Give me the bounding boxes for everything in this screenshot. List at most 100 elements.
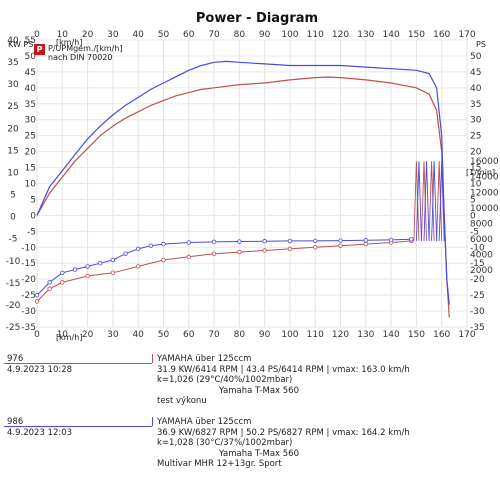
x-tick-label-bottom: 80 bbox=[234, 330, 246, 340]
run-values: 31.9 KW/6414 RPM | 43.4 PS/6414 RPM | vm… bbox=[157, 364, 410, 375]
kw-tick-label: -25 bbox=[6, 323, 21, 333]
series-rpm-spike-986 bbox=[423, 161, 430, 241]
x-tick-label-bottom: 110 bbox=[307, 330, 324, 340]
ps-tick-label-left: 35 bbox=[25, 100, 36, 110]
run-color-drop bbox=[152, 417, 153, 426]
run-date: 4.9.2023 12:03 bbox=[7, 427, 73, 438]
x-tick-label-bottom: 170 bbox=[458, 330, 475, 340]
rpm-tick-label: 4000 bbox=[470, 250, 493, 260]
series-rpm-point-986 bbox=[287, 238, 293, 244]
x-tick-label-top: 90 bbox=[259, 30, 271, 40]
ps-tick-label-left: 10 bbox=[25, 180, 37, 190]
x-tick-label-bottom: 0 bbox=[34, 330, 40, 340]
series-rpm-point-976 bbox=[287, 246, 293, 252]
series-rpm-point-986 bbox=[313, 238, 318, 244]
rpm-tick-label: 8000 bbox=[470, 219, 493, 229]
ps-tick-label-right: -5 bbox=[470, 227, 479, 237]
x-tick-label-top: 170 bbox=[458, 30, 475, 40]
x-tick-label-bottom: 140 bbox=[383, 330, 400, 340]
series-rpm-point-986 bbox=[110, 257, 116, 263]
series-rpm-spike-976 bbox=[428, 161, 435, 241]
x-tick-label-bottom: 30 bbox=[107, 330, 119, 340]
series-rpm-line-976 bbox=[36, 240, 412, 302]
x-tick-label-top: 0 bbox=[34, 30, 40, 40]
series-rpm-point-986 bbox=[98, 261, 103, 266]
ps-tick-label-right: 0 bbox=[470, 211, 476, 221]
series-rpm-point-976 bbox=[60, 280, 65, 285]
run-vehicle: YAMAHA über 125ccm bbox=[157, 354, 252, 364]
ps-tick-label-right: 5 bbox=[470, 195, 476, 205]
rpm-tick-label: 12000 bbox=[470, 188, 499, 198]
kw-tick-label: 10 bbox=[7, 168, 19, 178]
ps-tick-label-right: 50 bbox=[470, 52, 482, 62]
ps-tick-label-right: -10 bbox=[470, 243, 485, 253]
x-tick-label-top: 40 bbox=[132, 30, 144, 40]
run-color-line bbox=[4, 363, 152, 364]
series-rpm-point-986 bbox=[211, 239, 217, 245]
x-tick-label-top: 150 bbox=[408, 30, 425, 40]
run-color-drop bbox=[152, 354, 153, 363]
series-rpm-point-976 bbox=[34, 299, 40, 304]
x-tick-label-top: 20 bbox=[82, 30, 94, 40]
x-tick-label-top: 130 bbox=[357, 30, 374, 40]
run-note: Multivar MHR 12+13gr. Sport bbox=[157, 459, 282, 469]
series-rpm-point-976 bbox=[161, 257, 166, 263]
rpm-tick-label: 16000 bbox=[470, 157, 499, 167]
x-tick-label-top: 110 bbox=[307, 30, 324, 40]
series-rpm-point-976 bbox=[135, 264, 141, 269]
rpm-tick-label: 2000 bbox=[470, 266, 493, 276]
ps-tick-label-right: 10 bbox=[470, 180, 482, 190]
kw-tick-label: 25 bbox=[7, 102, 18, 112]
series-rpm-point-976 bbox=[338, 243, 343, 248]
rpm-tick-label: 14000 bbox=[470, 173, 499, 183]
series-rpm-point-986 bbox=[123, 251, 128, 256]
series-rpm-point-986 bbox=[262, 239, 267, 244]
ps-tick-label-right: 35 bbox=[470, 100, 481, 110]
kmh-bottom-label: [km/h] bbox=[56, 333, 82, 342]
x-tick-label-bottom: 60 bbox=[183, 330, 195, 340]
kw-tick-label: -10 bbox=[6, 257, 21, 267]
power-diagram-chart: Power - Diagram 001010202030304040505060… bbox=[6, 11, 499, 342]
series-rpm-point-976 bbox=[211, 251, 217, 256]
ps-tick-label-right: -15 bbox=[470, 259, 485, 269]
kw-tick-label: -20 bbox=[6, 301, 21, 311]
x-tick-label-top: 160 bbox=[433, 30, 450, 40]
ps-tick-label-left: 25 bbox=[25, 132, 36, 142]
x-tick-label-bottom: 120 bbox=[332, 330, 349, 340]
kw-tick-label: 40 bbox=[7, 36, 19, 46]
x-tick-label-top: 100 bbox=[281, 30, 298, 40]
series-rpm-point-986 bbox=[388, 237, 394, 243]
series-rpm-point-986 bbox=[186, 240, 191, 245]
x-tick-label-top: 30 bbox=[107, 30, 119, 40]
ps-tick-label-right: 15 bbox=[470, 164, 481, 174]
x-tick-label-bottom: 50 bbox=[158, 330, 170, 340]
series-rpm-point-986 bbox=[47, 280, 52, 285]
ps-tick-label-left: 15 bbox=[25, 164, 36, 174]
run-conditions: k=1,028 (30°C/37%/1002mbar) bbox=[157, 438, 293, 448]
series-power-line-986 bbox=[36, 60, 450, 305]
ps-tick-label-right: 30 bbox=[470, 116, 482, 126]
run-conditions: k=1,026 (29°C/40%/1002mbar) bbox=[157, 375, 293, 385]
ps-tick-label-left: -35 bbox=[21, 323, 36, 333]
series-rpm-point-976 bbox=[262, 248, 267, 253]
x-tick-label-top: 80 bbox=[234, 30, 246, 40]
kw-tick-label: 35 bbox=[7, 58, 18, 68]
ps-tick-label-right: 20 bbox=[470, 148, 482, 158]
series-rpm-spike-976 bbox=[436, 161, 443, 241]
kw-tick-label: -15 bbox=[6, 279, 21, 289]
ps-tick-label-right: -30 bbox=[470, 307, 485, 317]
run-id: 986 bbox=[7, 417, 24, 427]
chart-title: Power - Diagram bbox=[196, 11, 318, 26]
ps-tick-label-right: -35 bbox=[470, 323, 485, 333]
x-tick-label-top: 140 bbox=[383, 30, 400, 40]
x-tick-label-bottom: 100 bbox=[281, 330, 298, 340]
dyno-logo-icon: P bbox=[34, 44, 45, 55]
run-values: 36.9 KW/6827 RPM | 50.2 PS/6827 RPM | vm… bbox=[157, 427, 410, 438]
series-rpm-point-986 bbox=[161, 241, 166, 247]
kw-tick-label: 15 bbox=[7, 146, 18, 156]
x-tick-label-bottom: 160 bbox=[433, 330, 450, 340]
ps-tick-label-right: -20 bbox=[470, 275, 485, 285]
ps-tick-label-right: 45 bbox=[470, 68, 481, 78]
norm-label: nach DIN 70020 bbox=[48, 53, 112, 62]
ps-tick-label-left: 40 bbox=[25, 84, 37, 94]
